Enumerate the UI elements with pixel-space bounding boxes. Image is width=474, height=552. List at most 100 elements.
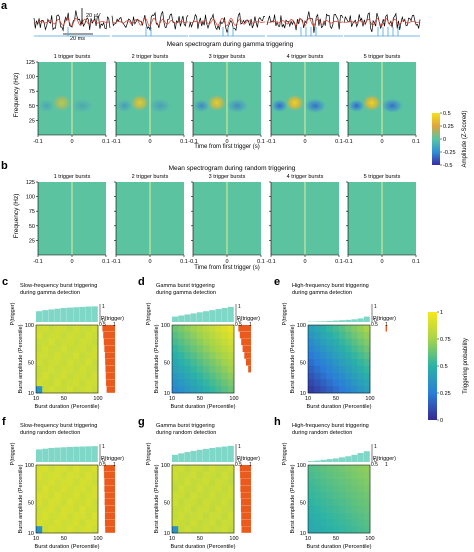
heatmap-cell — [48, 505, 55, 513]
heatmap-cell — [221, 345, 229, 353]
top-marginal-bar — [227, 445, 234, 462]
heatmap-cell — [54, 352, 62, 360]
heatmap-cell — [345, 492, 352, 500]
heatmap-cell — [209, 499, 216, 507]
heatmap-cell — [215, 485, 222, 493]
heatmap-cell — [308, 478, 315, 486]
x-tick-label: 50 — [333, 536, 339, 542]
top-marginal-bar — [73, 307, 80, 322]
heatmap-cell — [196, 345, 204, 353]
heatmap-cell — [196, 465, 204, 473]
heatmap-cell — [332, 345, 340, 353]
heatmap-cell — [363, 512, 371, 520]
heatmap-cell — [345, 505, 352, 513]
heatmap-cell — [339, 359, 346, 367]
x-tick-label: 50 — [61, 396, 67, 402]
side-marginal-bar — [104, 485, 115, 492]
heatmap-cell — [184, 325, 191, 333]
heatmap-cell — [36, 352, 43, 360]
heatmap-cell — [314, 338, 321, 346]
top-marginal-tick: 1 — [238, 304, 241, 310]
heatmap-cell — [345, 526, 352, 534]
gamma-hotspot — [206, 93, 227, 112]
heatmap-cell — [67, 359, 74, 367]
heatmap-cell — [73, 379, 80, 387]
heatmap-cell — [215, 359, 222, 367]
panel-b-letter: b — [1, 160, 8, 172]
heatmap-cell — [42, 526, 49, 534]
side-marginal-bar — [104, 492, 115, 499]
gamma-filtered-trace — [188, 17, 266, 27]
heatmap-cell — [363, 471, 371, 479]
panel-title: High-frequency burst triggering — [292, 423, 369, 429]
heatmap-cell — [184, 519, 191, 527]
gamma-filtered-trace — [111, 17, 189, 27]
heatmap-cell — [42, 512, 49, 520]
heatmap-cell — [308, 471, 315, 479]
y-tick-label: 25 — [29, 118, 35, 124]
x-tick-label: 100 — [365, 396, 374, 402]
spectrogram-gamma-group: 1 trigger bursts -0.1 0 0.1 25 50 75 100 125 2 tr… — [26, 54, 420, 145]
lfp-trace — [188, 12, 266, 33]
heatmap-cell — [184, 379, 191, 387]
heatmap-cell — [85, 478, 93, 486]
heatmap-cell — [79, 526, 86, 534]
heatmap-cell — [221, 365, 229, 373]
heatmap-cell — [351, 345, 358, 353]
side-marginal-bar — [104, 478, 115, 486]
heatmap-cell — [326, 526, 334, 534]
heatmap-cell — [85, 365, 93, 373]
heatmap-cell — [203, 331, 210, 339]
heatmap-cell — [345, 465, 352, 473]
heatmap-cell — [79, 345, 86, 353]
x-tick-label: 0 — [380, 259, 383, 265]
heatmap-cell — [351, 519, 358, 527]
heatmap-cell — [203, 526, 210, 534]
heatmap-cell — [178, 526, 185, 534]
heatmap-cell — [60, 505, 68, 513]
heatmap-cell — [178, 485, 185, 493]
x-tick-label: 0 — [148, 259, 151, 265]
heatmap-cell — [221, 505, 229, 513]
heatmap-cell — [326, 359, 334, 367]
heatmap-frame — [307, 464, 371, 534]
heatmap-cell — [209, 345, 216, 353]
heatmap-cell — [209, 365, 216, 373]
heatmap-cell — [209, 505, 216, 513]
heatmap-cell — [339, 499, 346, 507]
top-marginal-bar — [54, 308, 61, 322]
heatmap-cell — [357, 465, 365, 473]
heatmap-cell — [54, 512, 62, 520]
heatmap-cell — [314, 499, 321, 507]
side-marginal-bar — [240, 492, 251, 499]
top-marginal-bar — [91, 306, 98, 322]
x-tick-label: 100 — [229, 396, 238, 402]
heatmap-cell — [203, 345, 210, 353]
heatmap-cell — [351, 338, 358, 346]
heatmap-cell — [221, 379, 229, 387]
heatmap-cell — [60, 485, 68, 493]
colorbar-tick-label: 0.25 — [440, 391, 451, 397]
side-marginal-bar — [240, 478, 251, 486]
heatmap-cell — [60, 379, 68, 387]
heatmap-cell — [178, 519, 185, 527]
heatmap-cell — [42, 379, 49, 387]
heatmap-cell — [79, 372, 86, 380]
suppression-region — [380, 97, 405, 114]
heatmap-cell — [79, 471, 86, 479]
heatmap-cell — [178, 372, 185, 380]
heatmap-cell — [320, 505, 327, 513]
heatmap-cell — [326, 512, 334, 520]
y-tick-label: 50 — [300, 500, 306, 506]
y-axis-label: Burst amplitude (Percentile) — [18, 464, 24, 533]
top-marginal-tick: 0 — [238, 458, 241, 464]
y-axis-label: Burst amplitude (Percentile) — [18, 324, 24, 393]
heatmap-cell — [357, 526, 365, 534]
side-marginal-bar — [241, 519, 251, 526]
heatmap-cell — [85, 526, 93, 534]
heatmap-cell — [85, 519, 93, 527]
side-marginal-tick: 0.5 — [371, 322, 378, 328]
side-ptrigger-label: P(trigger) — [101, 456, 124, 462]
heatmap-cell — [60, 478, 68, 486]
heatmap-cell — [326, 325, 334, 333]
